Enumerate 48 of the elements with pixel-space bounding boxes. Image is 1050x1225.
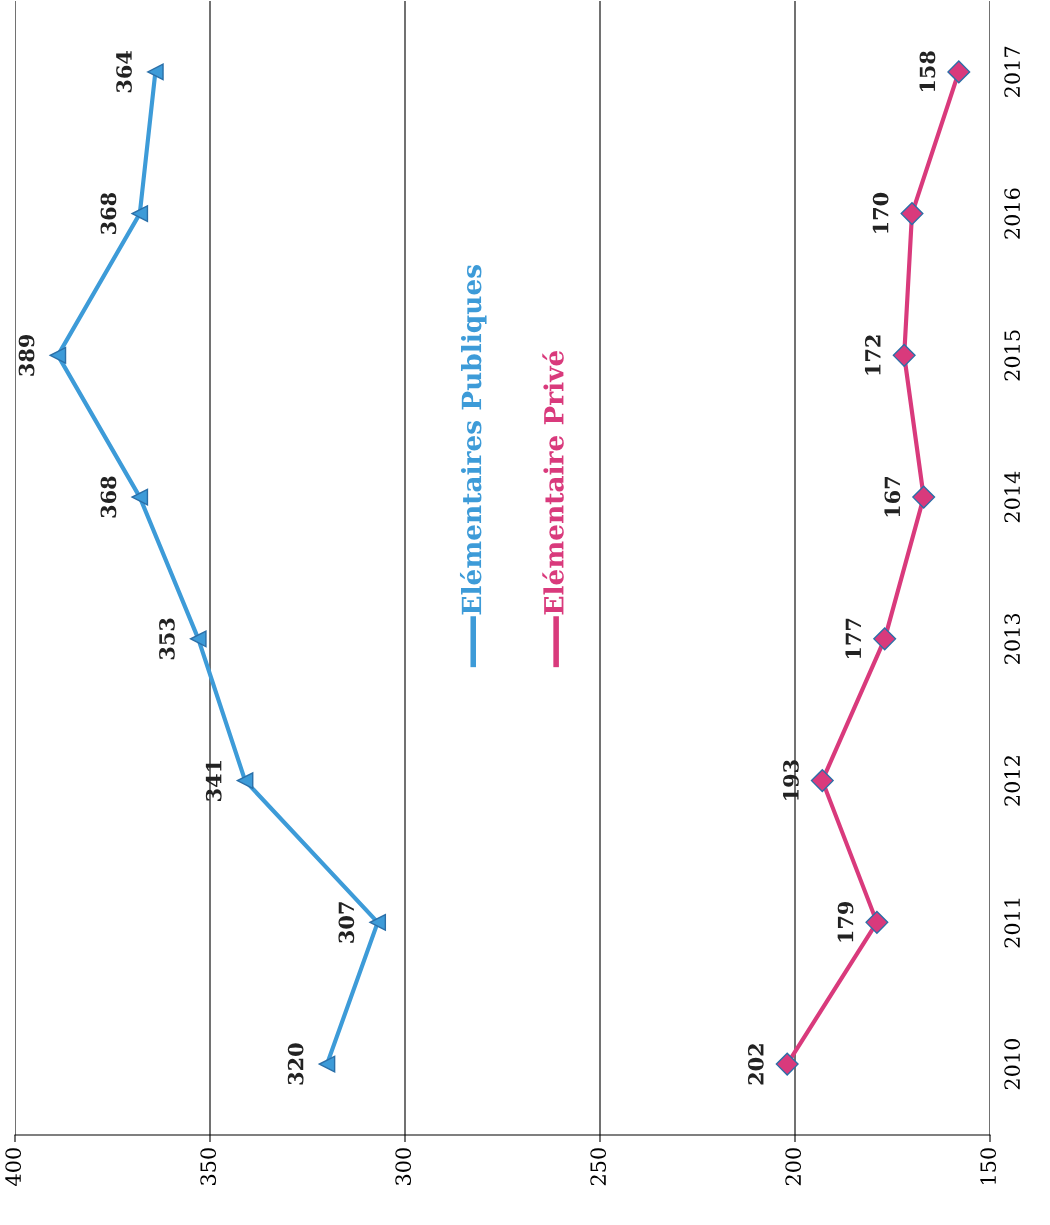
point: [912, 485, 936, 509]
y-tick-label: 2012: [1004, 756, 1021, 806]
point: [900, 202, 924, 226]
x-tick-label: 200: [785, 1148, 802, 1186]
data-label: 177: [845, 618, 861, 659]
point: [369, 914, 387, 931]
point: [865, 910, 889, 934]
point: [947, 60, 971, 84]
data-label: 389: [18, 334, 35, 376]
point: [318, 1055, 336, 1073]
data-label: 172: [864, 335, 881, 375]
x-tick-label: 150: [980, 1148, 997, 1185]
point: [189, 630, 207, 648]
data-label: 341: [205, 760, 222, 801]
point: [147, 63, 164, 81]
data-label: 158: [919, 51, 936, 92]
point: [131, 205, 149, 222]
point: [775, 1052, 799, 1076]
data-label: 167: [884, 477, 901, 517]
point: [131, 488, 149, 506]
point: [49, 347, 67, 364]
data-label: 193: [783, 760, 799, 800]
y-tick-label: 2010: [1004, 1039, 1021, 1090]
data-label: 307: [338, 902, 355, 943]
data-label: 170: [872, 192, 889, 233]
point: [236, 772, 254, 789]
x-tick-label: 400: [5, 1148, 22, 1186]
data-label: 368: [100, 476, 117, 518]
y-tick-label: 2017: [1004, 46, 1021, 97]
y-tick-label: 2011: [1004, 898, 1021, 948]
point: [892, 343, 916, 367]
x-tick-label: 250: [590, 1148, 607, 1186]
y-tick-label: 2015: [1004, 330, 1021, 381]
data-label: 179: [837, 901, 854, 942]
y-tick-label: 2016: [1004, 188, 1021, 239]
y-tick-label: 2014: [1004, 471, 1021, 523]
x-tick-label: 300: [395, 1148, 412, 1185]
data-label: 202: [747, 1044, 764, 1085]
text: Elémentaire Privé: [542, 350, 564, 615]
x-tick-label: 350: [200, 1148, 217, 1185]
y-tick-label: 2013: [1004, 613, 1021, 664]
data-label: 368: [100, 193, 117, 234]
data-label: 320: [287, 1043, 304, 1085]
data-label: 364: [116, 50, 132, 93]
text: Elémentaires Publiques: [459, 265, 487, 615]
point: [810, 769, 834, 793]
data-label: 353: [159, 618, 175, 660]
point: [873, 627, 897, 651]
